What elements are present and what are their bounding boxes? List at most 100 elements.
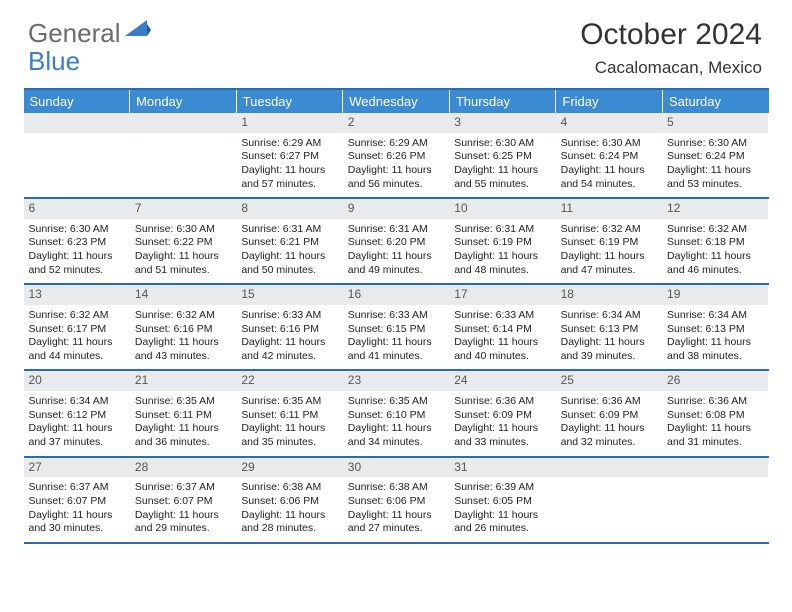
daylight-text-2: and 34 minutes. [348,436,444,450]
daylight-text-1: Daylight: 11 hours [135,336,231,350]
daylight-text-1: Daylight: 11 hours [454,336,550,350]
day-details: Sunrise: 6:30 AMSunset: 6:22 PMDaylight:… [130,219,236,284]
calendar: SundayMondayTuesdayWednesdayThursdayFrid… [24,88,769,544]
day-number [662,458,768,478]
day-details: Sunrise: 6:30 AMSunset: 6:24 PMDaylight:… [556,133,662,198]
sunset-text: Sunset: 6:12 PM [29,409,125,423]
sunrise-text: Sunrise: 6:32 AM [29,309,125,323]
daylight-text-1: Daylight: 11 hours [454,422,550,436]
daylight-text-2: and 27 minutes. [348,522,444,536]
day-cell: 15Sunrise: 6:33 AMSunset: 6:16 PMDayligh… [236,285,342,369]
daylight-text-2: and 29 minutes. [135,522,231,536]
sunrise-text: Sunrise: 6:29 AM [348,137,444,151]
day-number: 12 [662,199,768,219]
day-cell: 17Sunrise: 6:33 AMSunset: 6:14 PMDayligh… [449,285,555,369]
day-number: 10 [449,199,555,219]
sunset-text: Sunset: 6:26 PM [348,150,444,164]
daylight-text-2: and 52 minutes. [29,264,125,278]
day-cell: 19Sunrise: 6:34 AMSunset: 6:13 PMDayligh… [662,285,768,369]
daylight-text-2: and 57 minutes. [241,178,337,192]
sunset-text: Sunset: 6:05 PM [454,495,550,509]
day-details: Sunrise: 6:35 AMSunset: 6:11 PMDaylight:… [236,391,342,456]
day-number: 19 [662,285,768,305]
daylight-text-2: and 38 minutes. [667,350,763,364]
daylight-text-2: and 37 minutes. [29,436,125,450]
day-details: Sunrise: 6:38 AMSunset: 6:06 PMDaylight:… [343,477,449,542]
sunset-text: Sunset: 6:27 PM [241,150,337,164]
day-number: 18 [556,285,662,305]
day-number: 7 [130,199,236,219]
sunset-text: Sunset: 6:19 PM [454,236,550,250]
day-cell: 24Sunrise: 6:36 AMSunset: 6:09 PMDayligh… [449,371,555,455]
daylight-text-2: and 42 minutes. [241,350,337,364]
day-cell: 26Sunrise: 6:36 AMSunset: 6:08 PMDayligh… [662,371,768,455]
day-details: Sunrise: 6:33 AMSunset: 6:14 PMDaylight:… [449,305,555,370]
daylight-text-2: and 49 minutes. [348,264,444,278]
day-number: 29 [236,458,342,478]
sunset-text: Sunset: 6:25 PM [454,150,550,164]
day-cell [662,458,768,542]
day-cell: 10Sunrise: 6:31 AMSunset: 6:19 PMDayligh… [449,199,555,283]
day-cell: 16Sunrise: 6:33 AMSunset: 6:15 PMDayligh… [343,285,449,369]
daylight-text-1: Daylight: 11 hours [29,250,125,264]
day-cell: 29Sunrise: 6:38 AMSunset: 6:06 PMDayligh… [236,458,342,542]
day-number: 11 [556,199,662,219]
daylight-text-1: Daylight: 11 hours [348,250,444,264]
day-details: Sunrise: 6:30 AMSunset: 6:24 PMDaylight:… [662,133,768,198]
day-cell: 7Sunrise: 6:30 AMSunset: 6:22 PMDaylight… [130,199,236,283]
day-number: 1 [236,113,342,133]
sunset-text: Sunset: 6:14 PM [454,323,550,337]
day-number [130,113,236,133]
day-details: Sunrise: 6:29 AMSunset: 6:27 PMDaylight:… [236,133,342,198]
sunrise-text: Sunrise: 6:30 AM [454,137,550,151]
day-number: 25 [556,371,662,391]
day-details: Sunrise: 6:38 AMSunset: 6:06 PMDaylight:… [236,477,342,542]
sunset-text: Sunset: 6:15 PM [348,323,444,337]
logo-text-blue: Blue [28,46,80,76]
day-details: Sunrise: 6:35 AMSunset: 6:11 PMDaylight:… [130,391,236,456]
month-title: October 2024 [580,18,762,52]
daylight-text-1: Daylight: 11 hours [667,336,763,350]
day-cell: 30Sunrise: 6:38 AMSunset: 6:06 PMDayligh… [343,458,449,542]
day-header: Friday [556,90,663,113]
day-number: 26 [662,371,768,391]
daylight-text-1: Daylight: 11 hours [667,250,763,264]
day-cell: 6Sunrise: 6:30 AMSunset: 6:23 PMDaylight… [24,199,130,283]
daylight-text-2: and 50 minutes. [241,264,337,278]
sunset-text: Sunset: 6:07 PM [135,495,231,509]
day-details: Sunrise: 6:34 AMSunset: 6:13 PMDaylight:… [662,305,768,370]
day-details: Sunrise: 6:39 AMSunset: 6:05 PMDaylight:… [449,477,555,542]
sunset-text: Sunset: 6:24 PM [561,150,657,164]
daylight-text-2: and 36 minutes. [135,436,231,450]
title-block: October 2024 Cacalomacan, Mexico [580,18,762,78]
daylight-text-2: and 35 minutes. [241,436,337,450]
daylight-text-2: and 28 minutes. [241,522,337,536]
day-number: 20 [24,371,130,391]
day-cell: 1Sunrise: 6:29 AMSunset: 6:27 PMDaylight… [236,113,342,197]
week-row: 20Sunrise: 6:34 AMSunset: 6:12 PMDayligh… [24,371,769,457]
day-cell [556,458,662,542]
day-number: 30 [343,458,449,478]
sunset-text: Sunset: 6:13 PM [667,323,763,337]
sunset-text: Sunset: 6:21 PM [241,236,337,250]
day-cell: 8Sunrise: 6:31 AMSunset: 6:21 PMDaylight… [236,199,342,283]
week-row: 13Sunrise: 6:32 AMSunset: 6:17 PMDayligh… [24,285,769,371]
header: General October 2024 Cacalomacan, Mexico [0,0,792,88]
day-number: 9 [343,199,449,219]
week-row: 6Sunrise: 6:30 AMSunset: 6:23 PMDaylight… [24,199,769,285]
day-cell: 14Sunrise: 6:32 AMSunset: 6:16 PMDayligh… [130,285,236,369]
daylight-text-2: and 30 minutes. [29,522,125,536]
day-cell: 12Sunrise: 6:32 AMSunset: 6:18 PMDayligh… [662,199,768,283]
day-details: Sunrise: 6:33 AMSunset: 6:15 PMDaylight:… [343,305,449,370]
daylight-text-1: Daylight: 11 hours [561,422,657,436]
day-cell: 11Sunrise: 6:32 AMSunset: 6:19 PMDayligh… [556,199,662,283]
sunrise-text: Sunrise: 6:33 AM [348,309,444,323]
day-details: Sunrise: 6:33 AMSunset: 6:16 PMDaylight:… [236,305,342,370]
day-details: Sunrise: 6:36 AMSunset: 6:08 PMDaylight:… [662,391,768,456]
day-number: 31 [449,458,555,478]
daylight-text-2: and 47 minutes. [561,264,657,278]
day-details: Sunrise: 6:35 AMSunset: 6:10 PMDaylight:… [343,391,449,456]
day-details: Sunrise: 6:32 AMSunset: 6:17 PMDaylight:… [24,305,130,370]
day-number: 8 [236,199,342,219]
daylight-text-2: and 39 minutes. [561,350,657,364]
